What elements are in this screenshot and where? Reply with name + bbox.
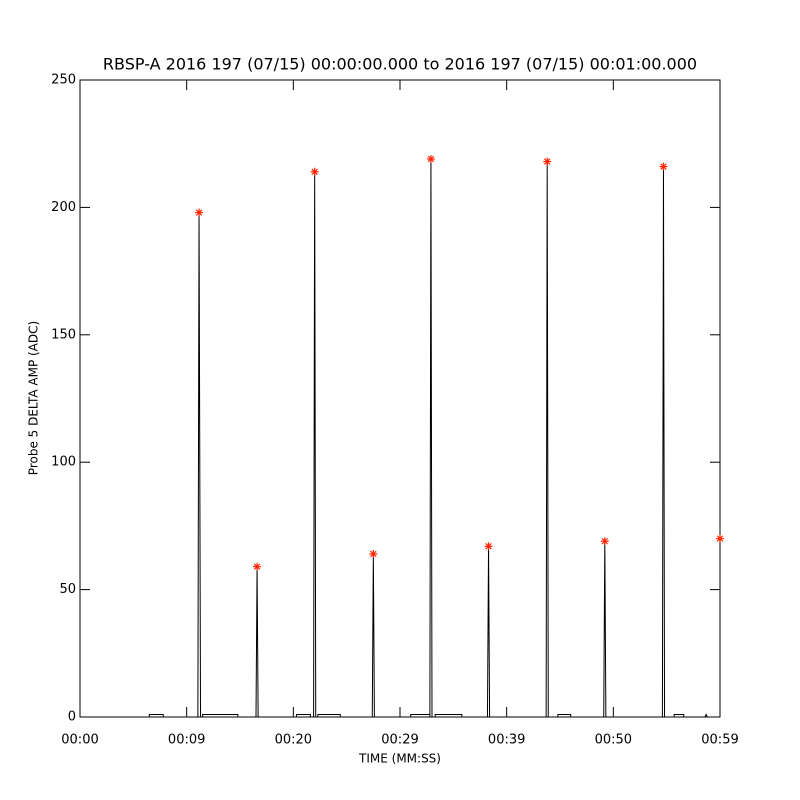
star-stroke [543, 158, 551, 165]
peak-marker [543, 157, 552, 166]
star-stroke [601, 537, 609, 545]
star-stroke [195, 209, 203, 216]
x-tick-label: 00:09 [168, 733, 205, 748]
y-tick-label: 100 [51, 455, 76, 470]
y-axis-label: Probe 5 DELTA AMP (ADC) [27, 321, 41, 475]
x-tick-label: 00:20 [275, 733, 312, 748]
y-tick-label: 0 [68, 710, 76, 725]
star-stroke [427, 155, 435, 163]
star-stroke [485, 543, 492, 550]
x-tick-label: 00:39 [488, 733, 525, 748]
x-tick-label: 00:59 [701, 733, 738, 748]
peak-marker [426, 154, 435, 163]
x-tick-label: 00:00 [61, 733, 98, 748]
peak-marker [310, 167, 319, 176]
chart-title: RBSP-A 2016 197 (07/15) 00:00:00.000 to … [103, 55, 697, 74]
star-stroke [370, 550, 377, 558]
star-stroke [716, 535, 724, 542]
peak-marker [659, 162, 668, 171]
peak-marker [716, 534, 724, 543]
peak-marker [600, 537, 609, 546]
trace-line [80, 158, 720, 718]
x-tick-label: 00:50 [595, 733, 632, 748]
star-stroke [253, 563, 261, 570]
x-axis-label: TIME (MM:SS) [358, 752, 441, 766]
x-tick-label: 00:29 [381, 733, 418, 748]
peak-marker [369, 549, 378, 558]
y-tick-label: 200 [51, 200, 76, 215]
peak-marker [484, 542, 493, 551]
y-tick-label: 150 [51, 327, 76, 342]
peak-marker [195, 208, 204, 217]
star-stroke [660, 163, 667, 170]
y-tick-label: 250 [51, 73, 76, 88]
peak-marker [253, 562, 262, 571]
star-stroke [311, 168, 318, 175]
y-tick-label: 50 [59, 582, 76, 597]
